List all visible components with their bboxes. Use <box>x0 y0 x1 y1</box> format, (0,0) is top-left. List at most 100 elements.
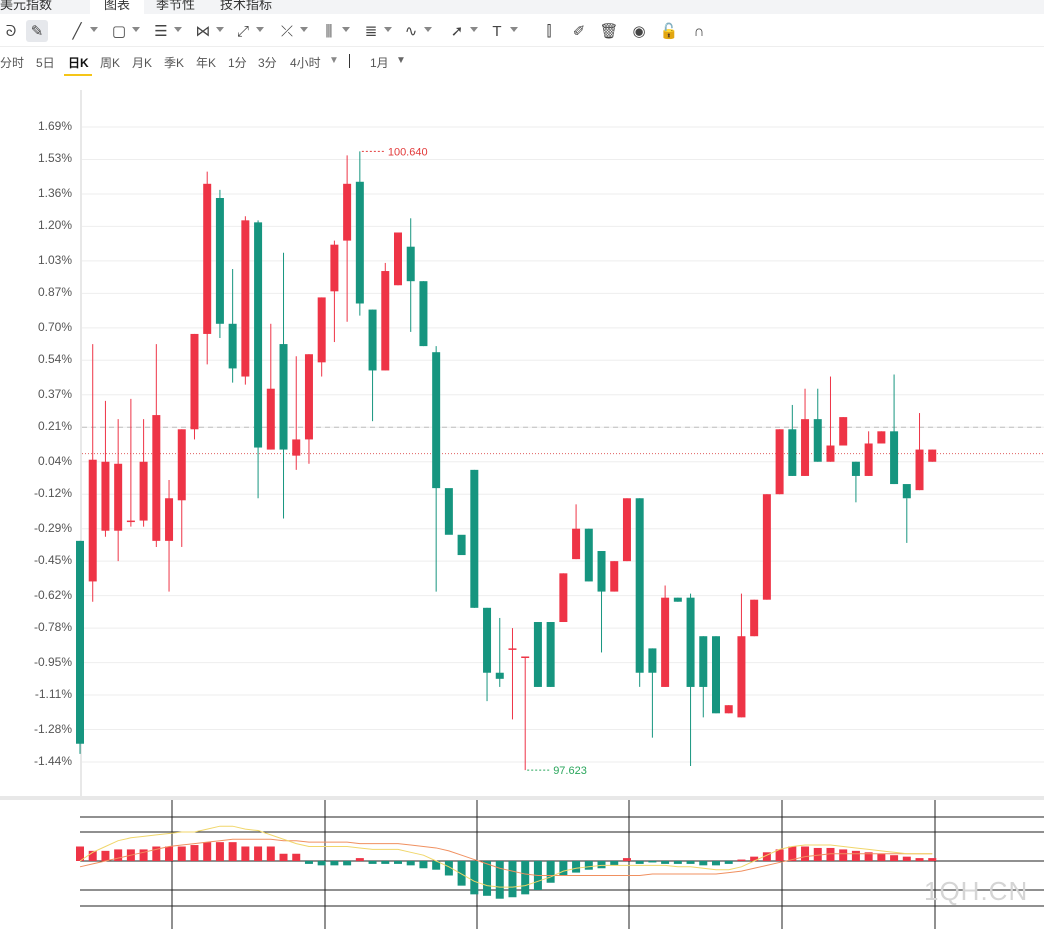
period-5[interactable]: 季K <box>164 56 185 70</box>
gann-tool-icon[interactable]: ⫼ <box>325 22 333 40</box>
period-more-caret[interactable]: ▼ <box>329 55 339 66</box>
range-caret[interactable]: ▼ <box>396 55 406 66</box>
candle[interactable] <box>406 218 415 332</box>
text-tool-icon[interactable]: T <box>492 22 502 40</box>
candle[interactable] <box>457 534 466 556</box>
candle[interactable] <box>190 333 199 440</box>
tool-dropdown-caret[interactable] <box>300 27 308 32</box>
candle[interactable] <box>279 252 288 519</box>
tab-seasonal[interactable]: 季节性 <box>156 0 196 12</box>
candle[interactable] <box>851 461 860 503</box>
tool-dropdown-caret[interactable] <box>90 27 98 32</box>
candle[interactable] <box>381 262 390 371</box>
candle[interactable] <box>673 597 682 602</box>
period-7[interactable]: 1分 <box>228 56 247 70</box>
period-6[interactable]: 年K <box>196 56 217 70</box>
candlestick-chart[interactable]: 100.640 97.623 <box>0 90 1044 800</box>
candle[interactable] <box>661 585 670 687</box>
candle[interactable] <box>292 356 301 470</box>
tool-dropdown-caret[interactable] <box>256 27 264 32</box>
candle[interactable] <box>203 171 212 365</box>
candle[interactable] <box>750 599 759 637</box>
candle[interactable] <box>355 151 364 316</box>
candle[interactable] <box>343 155 352 322</box>
tool-dropdown-caret[interactable] <box>384 27 392 32</box>
candle[interactable] <box>444 488 453 535</box>
candle[interactable] <box>470 469 479 608</box>
candle[interactable] <box>546 622 555 687</box>
candle[interactable] <box>648 648 657 738</box>
candle[interactable] <box>266 323 275 450</box>
candle[interactable] <box>508 628 517 720</box>
candle[interactable] <box>775 429 784 495</box>
trash-icon[interactable]: 🗑 <box>599 23 619 40</box>
fork-tool-icon[interactable]: ⤫ <box>280 22 293 40</box>
period-8[interactable]: 3分 <box>258 56 277 70</box>
candle[interactable] <box>928 449 937 462</box>
candle[interactable] <box>559 573 568 623</box>
candle[interactable] <box>76 540 84 754</box>
candle[interactable] <box>737 593 746 718</box>
lock-icon[interactable]: 🔓 <box>659 23 679 40</box>
candle[interactable] <box>521 656 530 771</box>
pattern-tool-icon[interactable]: ⋈ <box>195 23 211 40</box>
eye-icon[interactable]: ◉ <box>632 23 646 40</box>
candle[interactable] <box>152 344 161 547</box>
measure-tool-icon[interactable]: ⫿ <box>546 22 552 40</box>
tab-usd-index[interactable]: 美元指数 <box>0 0 53 12</box>
candle[interactable] <box>915 413 924 491</box>
candle[interactable] <box>610 561 619 592</box>
magnet-icon[interactable]: ∩ <box>693 22 705 40</box>
candle[interactable] <box>864 431 873 476</box>
candle[interactable] <box>724 705 733 714</box>
macd-chart[interactable] <box>0 800 1044 929</box>
candle[interactable] <box>419 281 428 347</box>
arrow-tool-icon[interactable]: ➚ <box>450 23 464 40</box>
candle[interactable] <box>572 504 581 560</box>
candle[interactable] <box>432 346 441 592</box>
period-1[interactable]: 5日 <box>36 56 55 70</box>
candle[interactable] <box>101 400 110 537</box>
candle[interactable] <box>712 636 720 714</box>
range-select[interactable]: 1月 <box>370 56 389 70</box>
tool-dropdown-caret[interactable] <box>424 27 432 32</box>
candle[interactable] <box>699 636 708 718</box>
candle[interactable] <box>165 480 174 592</box>
candle[interactable] <box>241 216 250 385</box>
candle[interactable] <box>813 388 822 462</box>
tab-chart[interactable]: 图表 <box>90 0 145 14</box>
tool-dropdown-caret[interactable] <box>510 27 518 32</box>
fib-tool-icon[interactable]: ≣ <box>364 23 378 40</box>
candle[interactable] <box>890 374 899 485</box>
candle[interactable] <box>622 498 631 562</box>
candle[interactable] <box>304 354 313 464</box>
edit-tool-icon[interactable]: ✐ <box>572 23 586 40</box>
candle[interactable] <box>254 220 263 499</box>
candle[interactable] <box>839 417 848 446</box>
tool-dropdown-caret[interactable] <box>174 27 182 32</box>
curve-tool-icon[interactable]: ∿ <box>404 23 418 40</box>
period-2[interactable]: 日K <box>68 56 89 70</box>
candle[interactable] <box>597 551 606 653</box>
candle[interactable] <box>114 419 123 562</box>
candle[interactable] <box>877 431 886 444</box>
candle[interactable] <box>368 309 377 422</box>
period-9[interactable]: 4小时 <box>290 56 321 70</box>
candle[interactable] <box>801 388 810 476</box>
candle[interactable] <box>533 622 542 687</box>
rect-tool-icon[interactable]: ▢ <box>111 23 127 40</box>
candle[interactable] <box>177 429 186 547</box>
candle[interactable] <box>902 484 911 543</box>
candle[interactable] <box>635 498 644 687</box>
tool-dropdown-caret[interactable] <box>216 27 224 32</box>
candle[interactable] <box>394 232 402 286</box>
magnet-tool-icon[interactable]: ᘐ <box>5 22 17 40</box>
candle[interactable] <box>483 607 492 702</box>
candle[interactable] <box>826 376 835 462</box>
candle[interactable] <box>495 617 504 687</box>
pen-tool-icon[interactable]: ✎ <box>26 20 48 42</box>
candle[interactable] <box>330 240 339 343</box>
candle[interactable] <box>788 404 797 476</box>
candle[interactable] <box>139 419 148 527</box>
candle[interactable] <box>215 189 224 338</box>
